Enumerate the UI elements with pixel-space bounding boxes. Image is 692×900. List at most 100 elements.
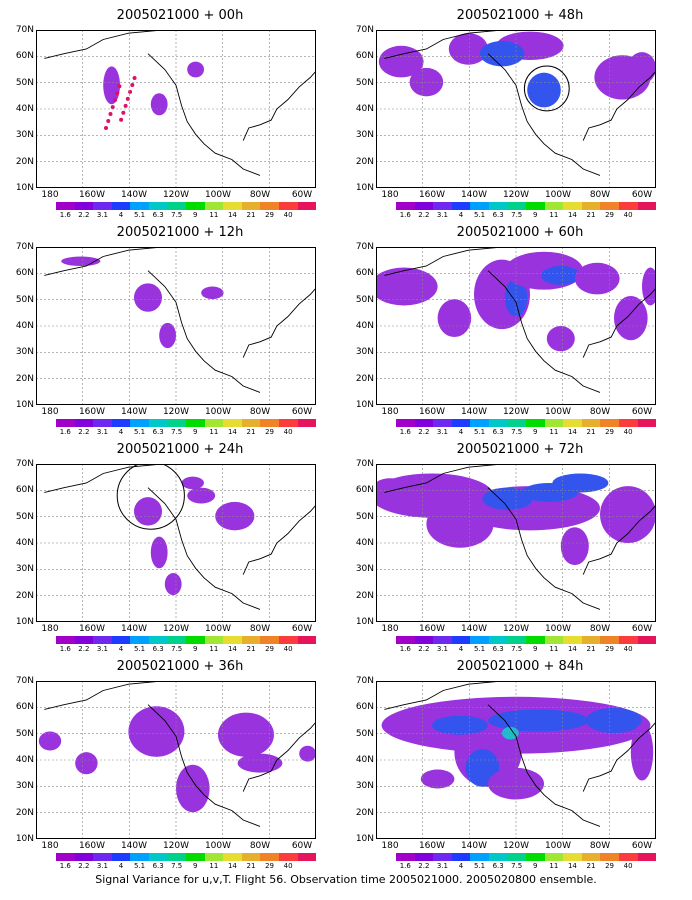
colorbar-swatch <box>74 419 94 427</box>
y-tick-label: 30N <box>15 781 34 792</box>
coastline <box>384 247 656 393</box>
colorbar-swatch <box>526 202 545 210</box>
colorbar-label: 5.1 <box>133 211 146 219</box>
colorbar-label: 7.5 <box>511 862 523 870</box>
observation-point <box>125 96 130 101</box>
variance-region <box>479 41 525 67</box>
colorbar-label: 7.5 <box>511 211 523 219</box>
variance-region <box>502 726 519 740</box>
colorbar-swatch <box>204 202 224 210</box>
variance-map <box>376 247 656 405</box>
y-tick-label: 70N <box>355 242 374 252</box>
colorbar-label: 9 <box>533 428 538 436</box>
variance-map <box>36 247 316 405</box>
x-tick-label: 60W <box>291 190 313 200</box>
variance-map <box>376 681 656 839</box>
variance-region <box>376 267 438 306</box>
variance-region <box>215 501 255 531</box>
variance-map <box>36 681 316 839</box>
x-tick-label: 140W <box>120 407 148 417</box>
x-tick-label: 80W <box>249 841 271 851</box>
colorbar-label: 14 <box>567 862 577 870</box>
variance-region <box>628 52 656 84</box>
panel-title: 2005021000 + 60h <box>456 225 584 240</box>
y-tick-label: 70N <box>15 25 34 35</box>
colorbar-label: 40 <box>623 862 633 870</box>
y-tick-label: 70N <box>355 676 374 686</box>
y-tick-label: 40N <box>355 104 374 114</box>
colorbar-label: 11 <box>549 862 559 870</box>
colorbar-label: 2.2 <box>78 862 90 870</box>
colorbar-label: 7.5 <box>511 428 523 436</box>
y-tick-label: 70N <box>355 25 374 35</box>
observation-point <box>104 125 108 130</box>
colorbar-label: 21 <box>246 428 256 436</box>
colorbar-label: 4 <box>118 428 124 436</box>
colorbar-swatch <box>414 636 434 644</box>
y-tick-label: 30N <box>15 130 34 141</box>
variance-region <box>187 487 216 504</box>
colorbar-label: 40 <box>623 211 633 219</box>
y-tick-label: 40N <box>15 321 34 331</box>
colorbar-label: 11 <box>549 211 559 219</box>
panel-title: 2005021000 + 00h <box>116 8 244 23</box>
colorbar <box>56 853 317 861</box>
colorbar-label: 21 <box>246 862 256 870</box>
colorbar-swatch <box>470 202 489 210</box>
colorbar-swatch <box>563 853 582 861</box>
colorbar-swatch <box>56 202 75 210</box>
y-tick-label: 60N <box>15 268 34 279</box>
panel-title: 2005021000 + 48h <box>456 8 584 23</box>
variance-region <box>201 286 224 300</box>
variance-region <box>38 731 62 751</box>
x-tick-label: 160W <box>418 190 446 200</box>
colorbar-swatch <box>544 636 564 644</box>
map-panel-00h: 2005021000 + 00h 70N 60N 50N 40N 30N 20N 10N 180… <box>10 8 350 223</box>
variance-region <box>218 712 274 757</box>
colorbar-swatch <box>526 853 545 861</box>
y-tick-label: 60N <box>355 702 374 713</box>
x-tick-label: 100W <box>544 624 572 634</box>
colorbar-swatch <box>414 202 434 210</box>
colorbar-swatch <box>600 419 619 427</box>
y-tick-label: 30N <box>15 347 34 358</box>
x-tick-label: 60W <box>291 841 313 851</box>
colorbar-swatch <box>93 419 112 427</box>
variance-region <box>527 72 561 108</box>
colorbar-label: 5.1 <box>133 862 146 870</box>
colorbar-swatch <box>563 202 582 210</box>
y-tick-label: 70N <box>15 676 34 686</box>
colorbar-swatch <box>544 853 564 861</box>
colorbar-label: 21 <box>586 211 596 219</box>
colorbar-label: 5.1 <box>473 428 486 436</box>
colorbar-swatch <box>148 636 168 644</box>
map-frame <box>376 681 656 839</box>
variance-region <box>378 45 424 78</box>
x-tick-label: 180 <box>41 841 59 851</box>
x-tick-label: 160W <box>78 841 106 851</box>
observation-point <box>117 84 122 89</box>
colorbar-swatch <box>451 202 471 210</box>
colorbar-swatch <box>186 202 205 210</box>
colorbar-label: 1.6 <box>59 862 71 870</box>
y-tick-label: 60N <box>15 51 34 62</box>
variance-region <box>642 267 656 306</box>
x-tick-label: 120W <box>162 407 190 417</box>
y-tick-label: 50N <box>15 728 34 739</box>
colorbar-swatch <box>297 853 317 861</box>
colorbar-swatch <box>637 419 657 427</box>
colorbar-label: 7.5 <box>171 645 183 653</box>
colorbar-swatch <box>148 853 168 861</box>
colorbar <box>56 636 317 644</box>
colorbar-swatch <box>93 853 112 861</box>
y-tick-label: 10N <box>15 617 34 627</box>
y-tick-label: 30N <box>355 564 374 575</box>
coastline <box>44 247 316 393</box>
colorbar-swatch <box>581 419 601 427</box>
colorbar-swatch <box>396 853 415 861</box>
colorbar-label: 1.6 <box>399 211 411 219</box>
colorbar-swatch <box>618 853 638 861</box>
coastline <box>44 30 316 176</box>
colorbar-label: 29 <box>265 645 275 653</box>
variance-region <box>541 265 581 285</box>
